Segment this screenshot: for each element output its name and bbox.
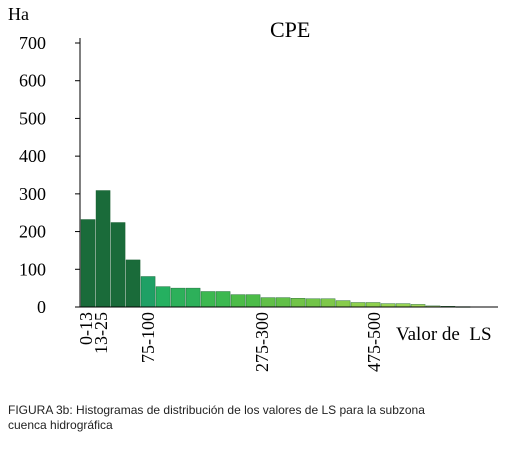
histogram-bar (245, 294, 261, 308)
histogram-bar (290, 298, 306, 308)
y-tick-label: 200 (19, 222, 46, 242)
x-tick-label: 13-25 (91, 312, 111, 354)
histogram-bar (155, 286, 171, 308)
y-axis-unit-label: Ha (8, 4, 29, 24)
histogram-bar (320, 298, 336, 308)
histogram-bar (230, 294, 246, 308)
histogram-bar (215, 291, 231, 308)
y-tick-label: 100 (19, 259, 46, 279)
histogram-bar (95, 190, 111, 308)
x-axis-label: Valor de LS (396, 324, 492, 345)
histogram-bar (395, 303, 411, 308)
y-tick-label: 600 (19, 71, 46, 91)
histogram-bar (305, 298, 321, 308)
y-tick-label: 500 (19, 108, 46, 128)
histogram-bar (110, 222, 126, 308)
x-tick-label: 475-500 (364, 312, 384, 372)
y-tick-label: 0 (37, 297, 46, 317)
histogram-bar (125, 259, 141, 308)
histogram-bar (380, 303, 396, 308)
chart-title: CPE (270, 17, 310, 42)
x-tick-label: 275-300 (252, 312, 272, 372)
histogram-bar (140, 276, 156, 308)
histogram-bar (335, 300, 351, 308)
y-tick-label: 700 (19, 33, 46, 53)
histogram-bar (80, 219, 96, 308)
y-tick-label: 300 (19, 184, 46, 204)
histogram-bar (260, 297, 276, 308)
figure-caption: FIGURA 3b: Histogramas de distribución d… (8, 403, 503, 433)
x-tick-label: 75-100 (138, 312, 158, 363)
histogram-bar (275, 297, 291, 308)
x-tick-label: 0-13 (76, 312, 96, 345)
histogram-bar (185, 287, 201, 308)
y-tick-label: 400 (19, 146, 46, 166)
histogram-bar (200, 291, 216, 308)
histogram-bar (170, 287, 186, 308)
histogram-bar (350, 302, 366, 308)
caption-line-2: cuenca hidrográfica (8, 418, 113, 432)
histogram-bar (365, 302, 381, 308)
caption-line-1: FIGURA 3b: Histogramas de distribución d… (8, 403, 425, 417)
